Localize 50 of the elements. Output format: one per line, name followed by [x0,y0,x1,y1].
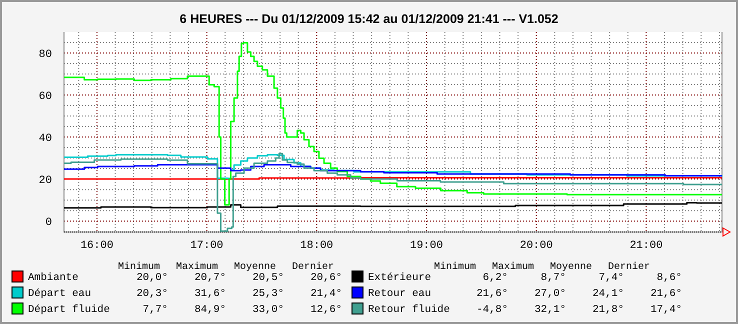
text: 21,4° [310,288,342,300]
text: 8,6° [656,272,682,284]
text: 21,8° [592,304,624,316]
x-tick-label: 21:00 [630,240,663,252]
x-tick-label: 17:00 [190,240,224,252]
text: 25,3° [252,288,284,300]
y-tick-label: 20 [38,175,52,188]
text: 17,4° [650,304,682,316]
text: 8,7° [540,272,566,284]
x-tick-label: 18:00 [300,240,334,252]
chart-title: 6 HEURES --- Du 01/12/2009 15:42 au 01/12/2009 21:41 --- V1.052 [180,12,558,26]
text: Moyenne [550,262,592,273]
legend-label: Extérieure [368,272,432,284]
text: Maximum [176,261,218,273]
text: -4,8° [476,304,508,316]
text: 12,6° [310,304,342,316]
legend-label: Retour eau [368,288,432,300]
legend-label: Retour fluide [368,304,450,316]
text: 32,1° [534,304,566,316]
text: Dernier [608,262,650,273]
x-tick-label: 16:00 [80,240,114,252]
legend-label: Départ fluide [28,304,110,316]
text: Dernier [292,261,334,273]
text: Maximum [492,262,534,273]
text: Minimum [118,261,160,273]
x-tick-label: 19:00 [410,240,444,252]
text: 33,0° [252,304,284,316]
text: 20,6° [310,272,342,284]
text: 20,5° [252,272,284,284]
y-tick-label: 0 [45,217,52,230]
text: 84,9° [194,304,226,316]
text: Minimum [434,262,476,273]
text: 20,0° [136,272,168,284]
text: 21,6° [650,288,682,300]
text: 7,4° [598,272,624,284]
y-tick-label: 40 [38,133,52,146]
text: 27,0° [534,288,566,300]
text: 31,6° [194,288,226,300]
text: 24,1° [592,288,624,300]
legend-label: Départ eau [28,288,92,300]
text: 20,3° [136,288,168,300]
text: 21,6° [476,288,508,300]
legend-label: Ambiante [28,272,78,284]
y-tick-label: 80 [38,49,52,62]
x-tick-label: 20:00 [520,240,553,252]
y-tick-label: 60 [38,91,52,104]
text: 7,7° [142,304,168,316]
text: Moyenne [234,262,276,273]
text: 6,2° [482,272,508,284]
text: 20,7° [194,272,226,284]
